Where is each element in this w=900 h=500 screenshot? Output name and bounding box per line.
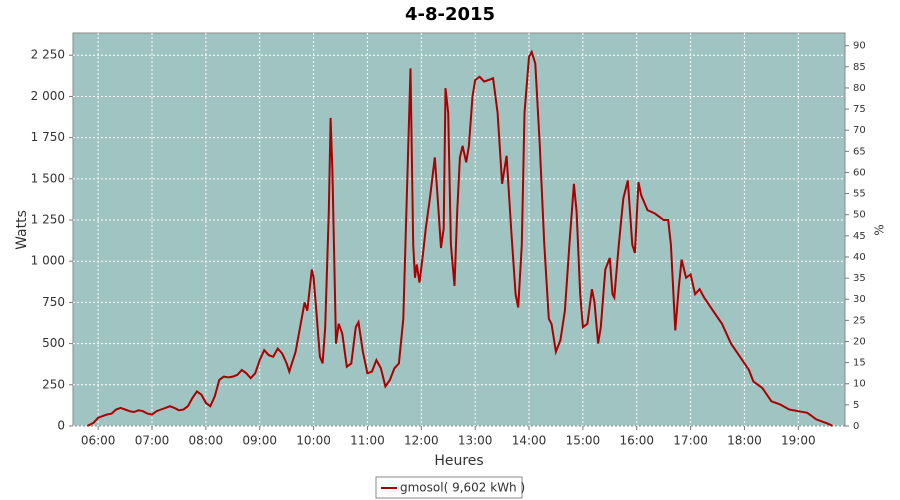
x-tick-label: 18:00 — [727, 434, 762, 448]
x-tick-label: 10:00 — [296, 434, 331, 448]
x-tick-label: 12:00 — [404, 434, 439, 448]
legend: gmosol( 9,602 kWh ) — [375, 476, 525, 499]
y2-tick-label: 60 — [853, 167, 866, 178]
x-axis-label: Heures — [434, 453, 483, 469]
x-tick-label: 07:00 — [135, 434, 170, 448]
y2-tick-label: 30 — [853, 294, 866, 305]
y-tick-label: 750 — [42, 295, 65, 309]
y2-tick-label: 70 — [853, 125, 866, 136]
y-tick-label: 500 — [42, 336, 65, 350]
y-tick-label: 2 250 — [31, 48, 65, 62]
x-tick-label: 13:00 — [458, 434, 493, 448]
chart-title: 4-8-2015 — [405, 4, 495, 25]
x-tick-label: 08:00 — [189, 434, 224, 448]
y2-tick-label: 5 — [853, 400, 859, 411]
plot-area — [72, 32, 846, 427]
x-tick-label: 06:00 — [81, 434, 116, 448]
y-tick-label: 1 500 — [31, 171, 65, 185]
y2-tick-label: 85 — [853, 62, 866, 73]
x-tick-label: 17:00 — [673, 434, 708, 448]
y2-axis-label: % — [873, 224, 887, 235]
y-tick-label: 250 — [42, 377, 65, 391]
y2-tick-label: 20 — [853, 336, 866, 347]
y2-tick-label: 50 — [853, 210, 866, 221]
y2-tick-label: 40 — [853, 252, 866, 263]
x-tick-label: 19:00 — [781, 434, 816, 448]
y2-tick-label: 0 — [853, 421, 859, 432]
y2-tick-label: 15 — [853, 358, 866, 369]
y2-tick-label: 35 — [853, 273, 866, 284]
y2-tick-label: 65 — [853, 146, 866, 157]
x-tick-label: 09:00 — [242, 434, 277, 448]
y2-tick-label: 45 — [853, 231, 866, 242]
y2-tick-label: 10 — [853, 379, 866, 390]
x-tick-label: 15:00 — [566, 434, 601, 448]
y2-tick-label: 55 — [853, 189, 866, 200]
y-tick-label: 0 — [57, 419, 65, 433]
y-tick-label: 1 250 — [31, 213, 65, 227]
y2-tick-label: 25 — [853, 315, 866, 326]
y-tick-label: 1 000 — [31, 254, 65, 268]
legend-label: gmosol( 9,602 kWh ) — [400, 481, 525, 495]
y-tick-label: 2 000 — [31, 89, 65, 103]
x-tick-label: 11:00 — [350, 434, 385, 448]
y2-tick-label: 75 — [853, 104, 866, 115]
x-tick-label: 16:00 — [619, 434, 654, 448]
series-line — [86, 49, 833, 427]
y-tick-label: 1 750 — [31, 130, 65, 144]
y2-tick-label: 80 — [853, 83, 866, 94]
y-axis-label: Watts — [14, 210, 30, 250]
legend-box — [375, 476, 523, 499]
y2-tick-label: 90 — [853, 41, 866, 52]
x-tick-label: 14:00 — [512, 434, 547, 448]
